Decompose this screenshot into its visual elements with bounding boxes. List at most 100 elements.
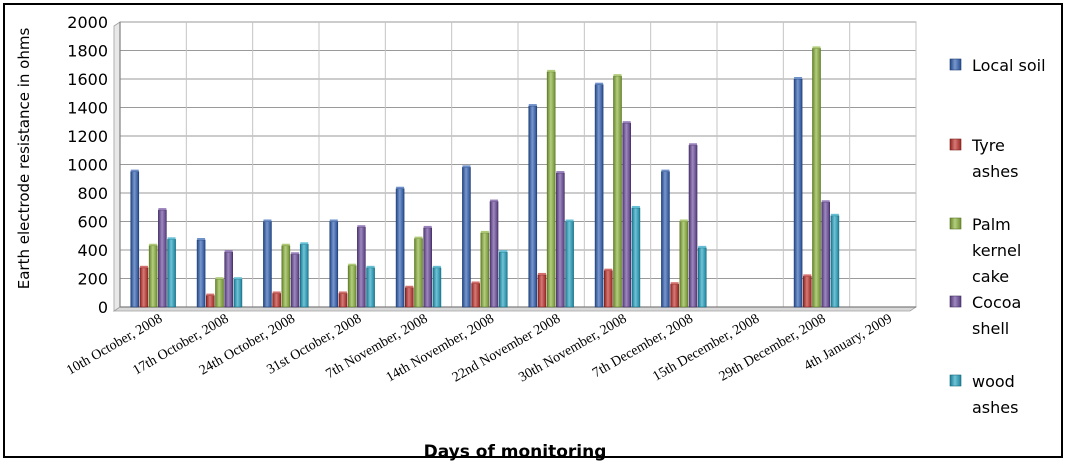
bar-top: [414, 236, 423, 239]
bar-tyre-ashes: [670, 283, 679, 308]
y-tick-label: 800: [77, 184, 108, 203]
legend-label: Local soil: [972, 56, 1046, 75]
bar-palm-kernel-cake: [812, 48, 821, 308]
bar-cocoa-shell: [688, 144, 698, 308]
bar-top: [661, 169, 670, 172]
bar-top: [357, 225, 366, 228]
bar-top: [490, 199, 499, 202]
bar-top: [206, 293, 215, 296]
y-tick-label: 1600: [67, 70, 108, 89]
bar-tyre-ashes: [537, 274, 547, 308]
y-tick-label: 1800: [67, 42, 108, 61]
bar-top: [432, 265, 441, 268]
bar-top: [537, 272, 546, 275]
bar-top: [480, 230, 489, 233]
legend-label: shell: [972, 319, 1009, 338]
bar-top: [698, 245, 707, 248]
bar-top: [613, 74, 622, 77]
bar-top: [423, 225, 432, 228]
x-tick-label: 30th November, 2008: [516, 311, 629, 385]
bar-top: [263, 219, 272, 222]
bar-top: [821, 200, 830, 203]
bar-top: [604, 268, 613, 271]
bar-top: [366, 265, 375, 268]
bar-top: [595, 82, 604, 85]
legend-label: ashes: [972, 162, 1018, 181]
bar-top: [565, 219, 574, 222]
bar-local-soil: [462, 167, 471, 308]
bar-top: [471, 281, 480, 284]
bar-top: [158, 208, 167, 211]
bar-palm-kernel-cake: [480, 232, 490, 308]
y-tick-label: 600: [77, 213, 108, 232]
bar-top: [499, 250, 508, 253]
legend-item-tyre-ashes: Tyre ashes: [949, 136, 1018, 181]
bar-palm-kernel-cake: [281, 245, 291, 308]
bar-top: [631, 205, 640, 208]
legend-label: kernel: [972, 241, 1021, 260]
legend-swatch: [949, 217, 962, 230]
bar-top: [233, 277, 242, 280]
y-tick-label: 1400: [67, 99, 108, 118]
bar-palm-kernel-cake: [613, 75, 622, 308]
legend-label: wood: [972, 372, 1015, 391]
bar-top: [338, 291, 347, 294]
y-tick-label: 0: [98, 298, 108, 317]
bar-top: [689, 143, 698, 146]
x-axis-title: Days of monitoring: [424, 442, 607, 462]
bar-top: [622, 121, 631, 124]
bar-wood-ashes: [366, 267, 375, 308]
bar-local-soil: [196, 239, 206, 308]
bar-tyre-ashes: [272, 293, 281, 308]
bar-palm-kernel-cake: [148, 245, 158, 308]
legend-swatch: [949, 374, 962, 387]
bar-tyre-ashes: [139, 267, 149, 308]
bar-local-soil: [395, 188, 405, 308]
bar-wood-ashes: [697, 247, 707, 308]
bar-wood-ashes: [631, 207, 641, 308]
bar-wood-ashes: [432, 267, 442, 308]
bar-top: [139, 265, 148, 268]
bar-top: [272, 291, 281, 294]
x-tick-label: 22nd November 2008: [450, 311, 563, 385]
bar-tyre-ashes: [338, 293, 348, 308]
bar-wood-ashes: [565, 221, 574, 308]
bar-top: [794, 77, 803, 79]
bar-top: [462, 165, 471, 168]
y-axis-title: Earth electrode resistance in ohms: [15, 28, 33, 290]
bar-top: [197, 238, 206, 241]
legend-label: Cocoa: [972, 293, 1021, 312]
bar-top: [281, 243, 290, 246]
bar-top: [803, 274, 812, 277]
bar-palm-kernel-cake: [215, 278, 224, 308]
bar-local-soil: [793, 78, 803, 308]
bar-top: [405, 285, 414, 288]
bar-top: [329, 219, 338, 222]
chart-side-wall: [113, 21, 121, 312]
bar-top: [830, 213, 839, 216]
bar-cocoa-shell: [821, 201, 831, 308]
bar-top: [670, 282, 679, 285]
bar-cocoa-shell: [224, 251, 233, 308]
bar-cocoa-shell: [622, 122, 632, 308]
bar-local-soil: [594, 84, 604, 308]
legend-label: ashes: [972, 398, 1018, 417]
bar-top: [149, 243, 158, 246]
bar-wood-ashes: [233, 278, 243, 308]
legend-swatch: [949, 295, 962, 308]
bar-cocoa-shell: [489, 201, 499, 308]
bar-top: [130, 169, 139, 172]
bar-wood-ashes: [167, 239, 176, 308]
bar-palm-kernel-cake: [347, 265, 357, 308]
legend-item-local-soil: Local soil: [949, 56, 1046, 75]
x-tick-label: 29th December, 2008: [717, 311, 829, 384]
bar-top: [224, 250, 233, 253]
bar-local-soil: [528, 105, 538, 308]
bar-cocoa-shell: [357, 226, 366, 308]
bar-local-soil: [661, 171, 670, 308]
legend-item-cocoa-shell: Cocoa shell: [949, 293, 1021, 338]
bar-top: [547, 69, 556, 72]
y-tick-label: 200: [77, 270, 108, 289]
y-tick-label: 1000: [67, 156, 108, 175]
bar-cocoa-shell: [423, 227, 433, 308]
